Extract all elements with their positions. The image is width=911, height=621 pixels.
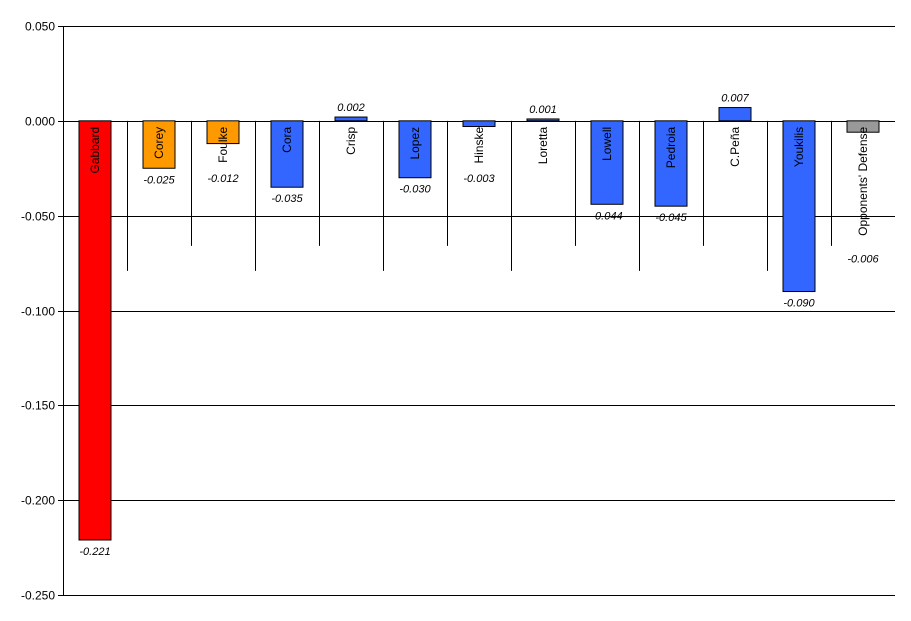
value-label: -0.045 — [655, 212, 687, 224]
category-label: Gabbard — [88, 127, 102, 174]
value-label: -0.030 — [399, 184, 431, 196]
y-tick-label: -0.100 — [21, 305, 55, 319]
category-label: Corey — [152, 127, 166, 159]
y-tick-label: -0.250 — [21, 589, 55, 603]
category-label: Youkilis — [792, 127, 806, 167]
value-labels: -0.221 -0.025 -0.012 -0.035 0.002 -0.030 -0.00… — [79, 93, 879, 558]
gridlines — [63, 26, 895, 596]
y-tick-label: 0.000 — [25, 115, 55, 129]
bar-corey — [142, 120, 176, 169]
value-label: 0.002 — [337, 102, 365, 114]
bars — [78, 107, 880, 541]
y-axis — [58, 26, 64, 596]
category-label: Crisp — [344, 127, 358, 155]
category-label: Loretta — [536, 127, 550, 165]
value-label: 0.007 — [721, 93, 749, 105]
value-label: 0.001 — [529, 104, 557, 116]
category-label: Pedroia — [664, 127, 678, 169]
value-label: -0.012 — [207, 173, 238, 185]
bar-gabbard — [78, 120, 112, 541]
bar-lopez — [398, 120, 432, 179]
bar-pedroia — [654, 120, 688, 207]
bar-c-pe-a — [718, 107, 752, 122]
y-tick-label: -0.050 — [21, 210, 55, 224]
bar-cora — [270, 120, 304, 188]
category-label: Lopez — [408, 127, 422, 160]
value-label: -0.035 — [271, 193, 303, 205]
y-tick-label: -0.200 — [21, 494, 55, 508]
value-label: -0.006 — [847, 253, 879, 265]
bar-youkilis — [782, 120, 816, 293]
category-label: C.Peña — [728, 127, 742, 167]
y-tick-label: 0.050 — [25, 20, 55, 34]
bar-opponents-defense — [846, 120, 880, 133]
category-label: Cora — [280, 127, 294, 153]
category-separators — [127, 120, 832, 271]
y-tick-labels: 0.050 0.000 -0.050 -0.100 -0.150 -0.200 -0.250 — [21, 20, 55, 603]
category-label: Lowell — [600, 127, 614, 161]
bar-hinske — [462, 120, 496, 128]
category-label: Foulke — [216, 127, 230, 163]
value-label: -0.044 — [591, 210, 622, 222]
category-label: Hinske — [472, 127, 486, 164]
category-label: Opponents' Defense — [856, 127, 870, 236]
bar-lowell — [590, 120, 624, 205]
category-labels: Gabbard Corey Foulke Cora Crisp Lopez Hinske Lo… — [88, 127, 870, 236]
value-label: -0.090 — [783, 298, 815, 310]
bar-foulke — [206, 120, 240, 145]
value-label: -0.221 — [79, 546, 110, 558]
value-label: -0.003 — [463, 173, 495, 185]
bar-loretta — [526, 118, 560, 122]
value-label: -0.025 — [143, 174, 175, 186]
bar-crisp — [334, 116, 368, 122]
y-tick-label: -0.150 — [21, 399, 55, 413]
